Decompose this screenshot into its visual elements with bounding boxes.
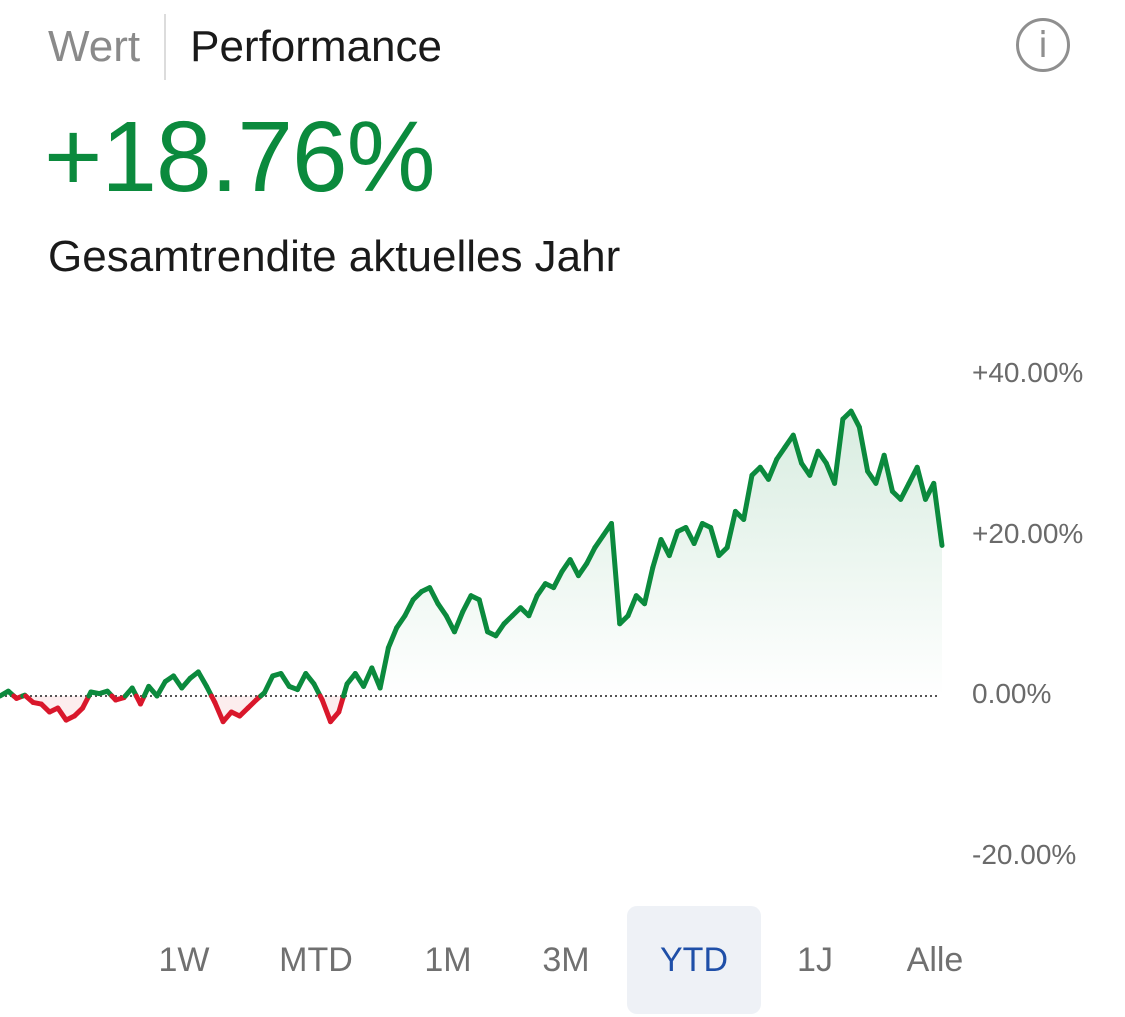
chart-line-segment bbox=[377, 645, 391, 691]
range-option-1m[interactable]: 1M bbox=[424, 940, 472, 979]
time-range-selector: 1W MTD 1M 3M YTD 1J Alle bbox=[0, 906, 1125, 1014]
chart-line-segment bbox=[427, 585, 441, 607]
chart-line-segment bbox=[336, 693, 347, 715]
chart-negative-area-fill bbox=[0, 696, 942, 722]
chart-line-segment bbox=[881, 452, 895, 494]
total-return-value: +18.76% bbox=[44, 101, 436, 213]
chart-line-segment bbox=[898, 480, 912, 502]
chart-area-fill bbox=[0, 411, 942, 696]
chart-line-segment bbox=[691, 520, 705, 547]
chart-line-segment bbox=[385, 625, 400, 651]
range-option-alle[interactable]: Alle bbox=[906, 940, 964, 979]
range-option-1j[interactable]: 1J bbox=[797, 940, 833, 979]
chart-line-segment bbox=[212, 699, 226, 725]
info-icon[interactable]: i bbox=[1016, 18, 1070, 72]
chart-line-segment bbox=[650, 537, 664, 571]
tab-wert[interactable]: Wert bbox=[48, 22, 141, 71]
total-return-caption: Gesamtrendite aktuelles Jahr bbox=[48, 232, 621, 281]
chart-line-segment bbox=[154, 679, 168, 699]
chart-line-segment bbox=[848, 408, 862, 430]
chart-line-segment bbox=[625, 593, 639, 619]
chart-line-segment bbox=[765, 456, 780, 482]
chart-line-segment bbox=[807, 448, 821, 478]
tab-divider bbox=[164, 14, 167, 80]
performance-line-chart bbox=[0, 408, 945, 725]
chart-line-segment bbox=[642, 565, 656, 607]
chart-line-segment bbox=[914, 464, 928, 502]
chart-line-segment bbox=[278, 671, 292, 689]
y-tick-label-40: +40.00% bbox=[972, 357, 1084, 388]
range-option-3m[interactable]: 3M bbox=[542, 940, 590, 979]
chart-line-segment bbox=[741, 472, 755, 522]
chart-line-segment bbox=[790, 432, 805, 466]
chart-line-segment bbox=[724, 508, 738, 551]
view-tabs: Wert Performance bbox=[48, 14, 442, 80]
y-tick-label-0: 0.00% bbox=[972, 678, 1052, 709]
chart-line-segment bbox=[832, 416, 846, 486]
chart-line-segment bbox=[261, 673, 276, 696]
chart-line-segment bbox=[476, 597, 491, 635]
chart-line-segment bbox=[319, 697, 334, 725]
chart-line-segment bbox=[567, 557, 581, 579]
chart-line-segment bbox=[551, 569, 565, 591]
chart-line-segment bbox=[931, 480, 945, 548]
chart-line-segment bbox=[666, 528, 681, 559]
chart-line-segment bbox=[195, 669, 210, 689]
chart-line-segment bbox=[451, 609, 466, 635]
chart-line-segment bbox=[460, 593, 474, 615]
range-option-1w[interactable]: 1W bbox=[158, 940, 210, 979]
chart-line-segment bbox=[608, 520, 623, 627]
chart-line-segment bbox=[708, 524, 722, 559]
chart-line-segment bbox=[584, 545, 598, 567]
y-tick-label-neg20: -20.00% bbox=[972, 838, 1077, 870]
tab-performance[interactable]: Performance bbox=[190, 22, 442, 71]
chart-line-segment bbox=[294, 671, 309, 693]
y-tick-label-20: +20.00% bbox=[972, 517, 1084, 549]
range-option-mtd[interactable]: MTD bbox=[279, 940, 353, 979]
chart-line-segment bbox=[402, 597, 416, 619]
chart-line-segment bbox=[856, 424, 871, 474]
range-option-ytd[interactable]: YTD bbox=[627, 906, 761, 1014]
chart-line-segment bbox=[526, 593, 540, 619]
